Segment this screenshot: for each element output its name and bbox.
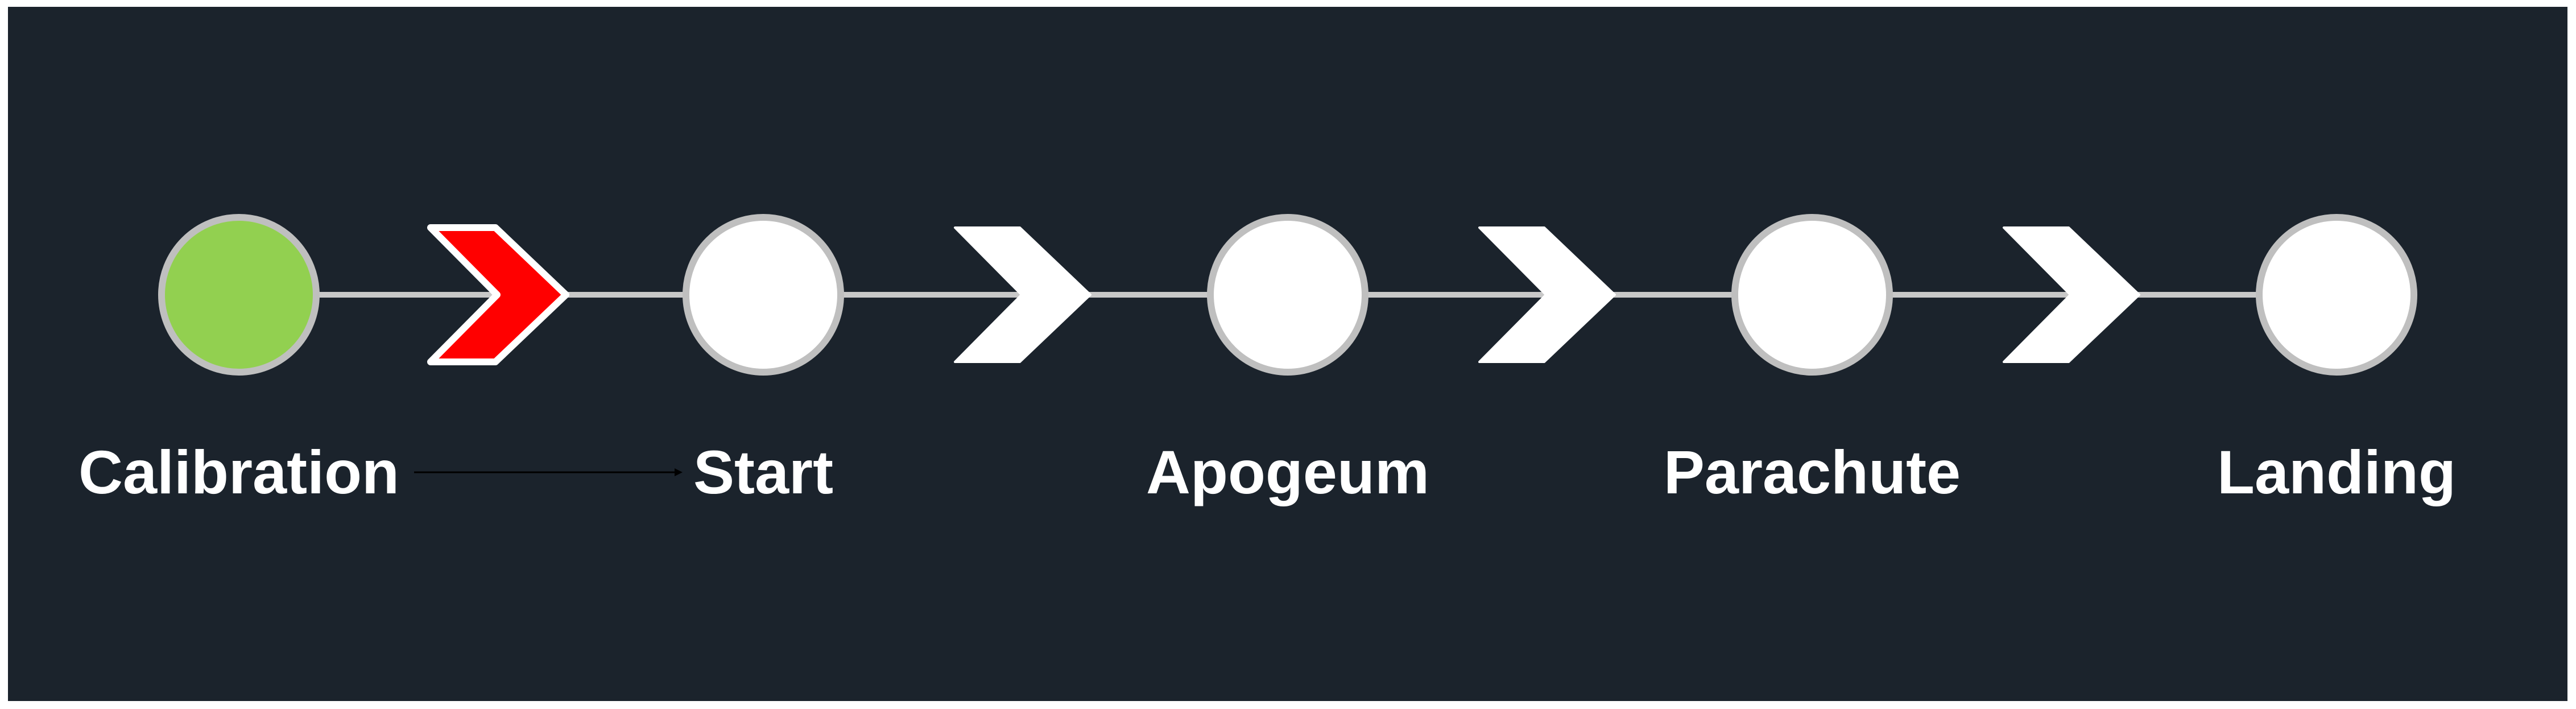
stage-label-parachute: Parachute [1663,438,1961,506]
link-arrowhead-icon [675,468,683,476]
stage-label-calibration: Calibration [78,438,400,506]
stage-node-calibration [158,214,320,376]
stage-label-landing: Landing [2217,438,2456,506]
stage-node-apogeum [1207,214,1368,376]
chevron-right-icon [1478,226,1616,363]
chevron-right-icon [2003,226,2140,363]
stage-label-start: Start [693,438,834,506]
chevron-right-icon [954,226,1091,363]
stage-node-start [683,214,844,376]
chevron-right-icon [427,224,569,365]
stage-node-parachute [1731,214,1893,376]
stage-label-apogeum: Apogeum [1146,438,1429,506]
stage-node-landing [2256,214,2417,376]
